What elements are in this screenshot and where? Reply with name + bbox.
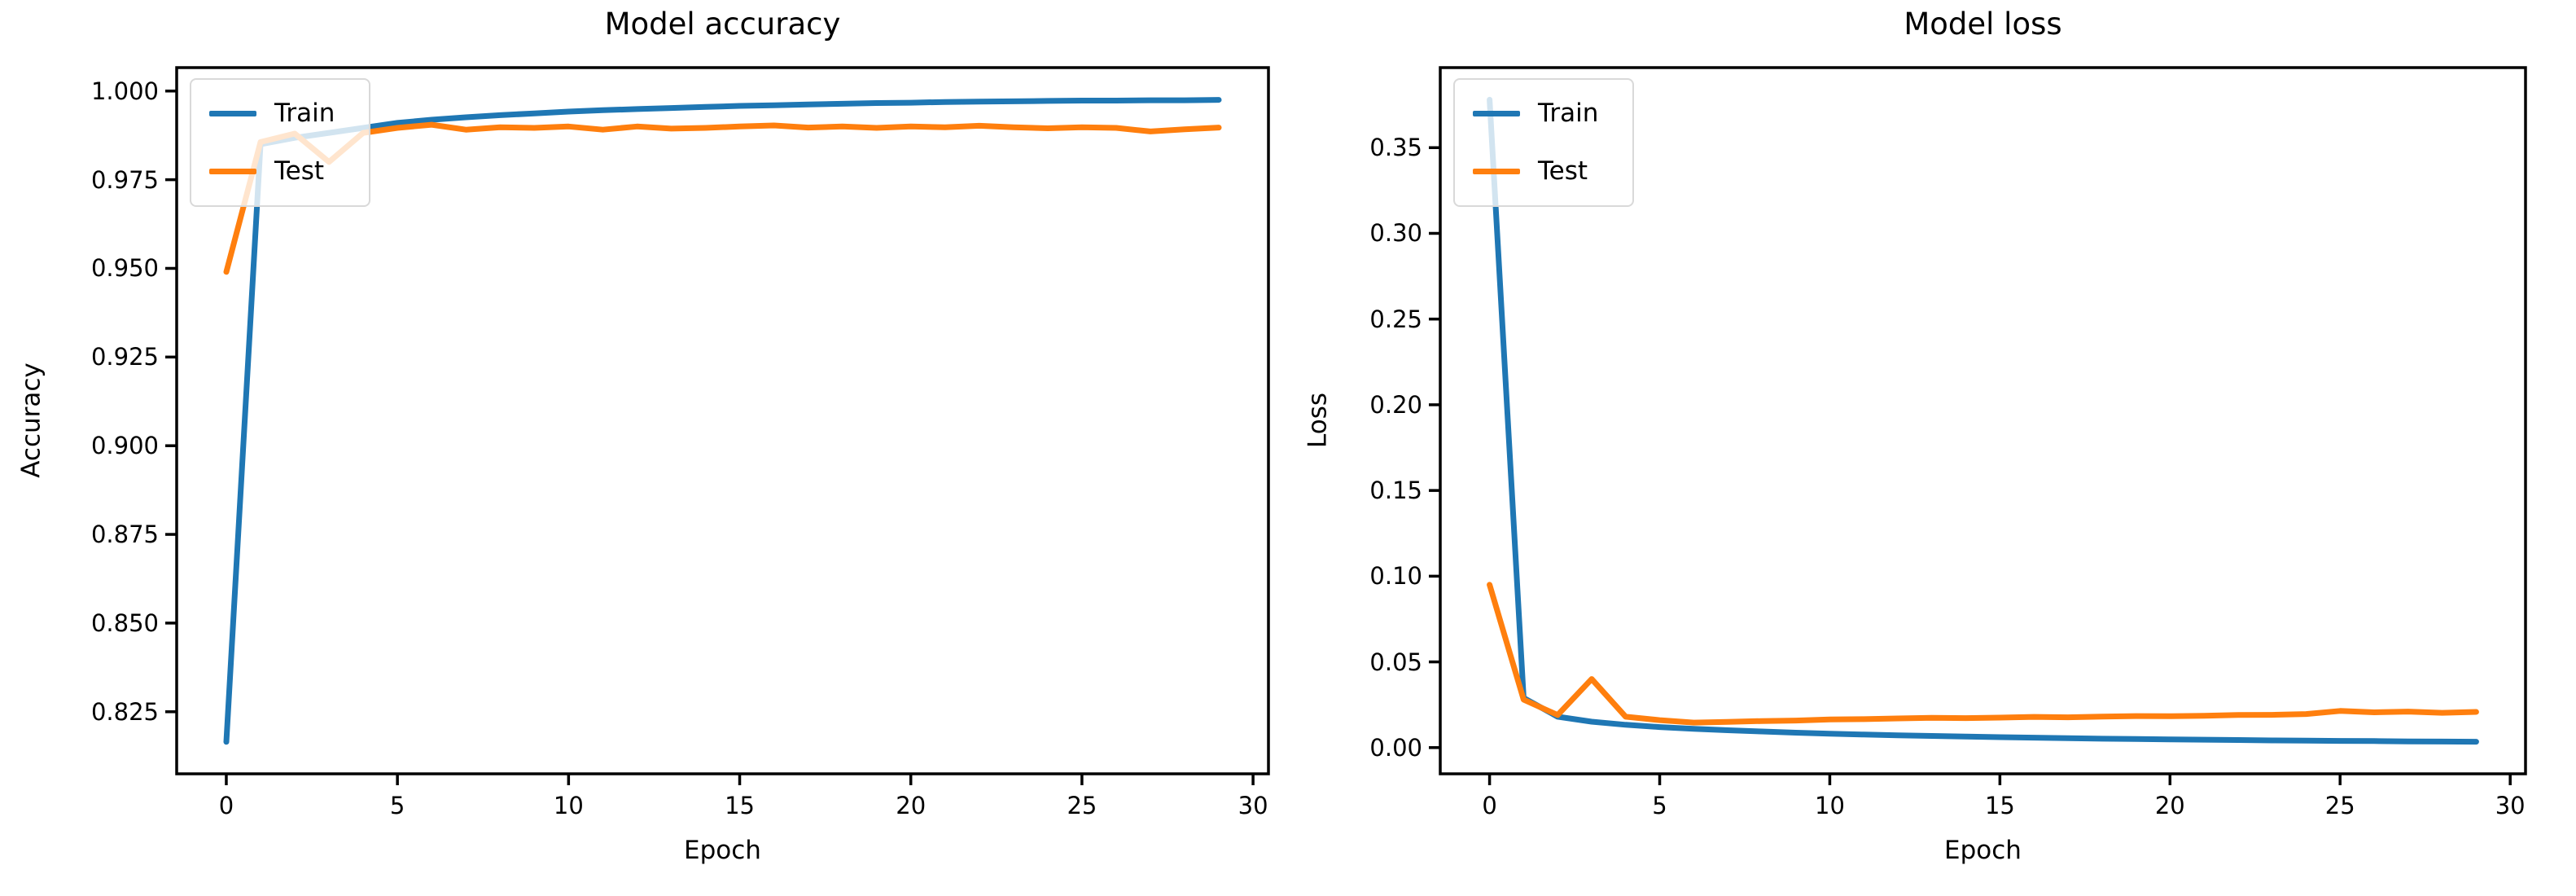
x-tick-label: 10 [1815,792,1845,819]
x-tick-label: 30 [2495,792,2526,819]
y-tick-label: 0.10 [1369,562,1422,591]
train-line [223,97,1222,745]
y-tick-label: 0.05 [1369,648,1422,676]
y-tick-label: 0.850 [90,608,159,637]
legend-label-train: Train [1538,99,1599,128]
y-tick-label: 0.20 [1369,390,1422,419]
x-tick-label: 0 [218,792,234,819]
legend-label-test: Test [274,156,325,186]
test-line [1487,582,2479,726]
x-tick-label: 5 [1652,792,1667,819]
y-tick-label: 0.35 [1369,134,1422,162]
x-tick-label: 20 [2154,792,2185,819]
left-chart-title: Model accuracy [604,7,841,42]
y-tick-label: 0.00 [1369,733,1422,762]
legend-row-train: Train [1473,101,1598,126]
y-tick-label: 0.825 [90,697,159,726]
y-tick-label: 1.000 [90,77,159,105]
x-tick-label: 15 [1984,792,2015,819]
legend-row-test: Test [1473,159,1598,184]
y-tick-label: 0.975 [90,165,159,194]
x-tick-label: 15 [725,792,755,819]
right-legend: Train Test [1453,78,1635,207]
x-tick-label: 5 [389,792,405,819]
y-tick-label: 0.15 [1369,477,1422,505]
train-line [1487,96,2479,745]
x-tick-label: 10 [553,792,584,819]
y-tick-label: 0.30 [1369,219,1422,248]
right-x-axis-label: Epoch [1944,836,2022,865]
test-line-swatch [209,169,256,174]
test-line [223,121,1222,275]
left-x-axis-label: Epoch [684,836,761,865]
legend-label-train: Train [274,99,335,128]
x-tick-label: 0 [1482,792,1497,819]
legend-label-test: Test [1538,156,1588,186]
y-tick-label: 0.875 [90,520,159,549]
right-chart-title: Model loss [1904,7,2062,42]
legend-row-train: Train [209,101,335,126]
x-tick-label: 30 [1238,792,1268,819]
y-tick-label: 0.900 [90,432,159,460]
y-tick-label: 0.950 [90,254,159,283]
x-tick-label: 25 [2324,792,2355,819]
x-tick-label: 25 [1067,792,1097,819]
y-tick-label: 0.925 [90,343,159,371]
test-line-swatch [1473,169,1520,174]
train-line-swatch [1473,111,1520,116]
legend-row-test: Test [209,159,335,184]
y-tick-label: 0.25 [1369,305,1422,333]
x-tick-label: 20 [896,792,927,819]
axes-spines [175,66,1270,775]
train-line-swatch [209,111,256,116]
left-legend: Train Test [190,78,371,207]
axes-spines [1439,66,2527,775]
